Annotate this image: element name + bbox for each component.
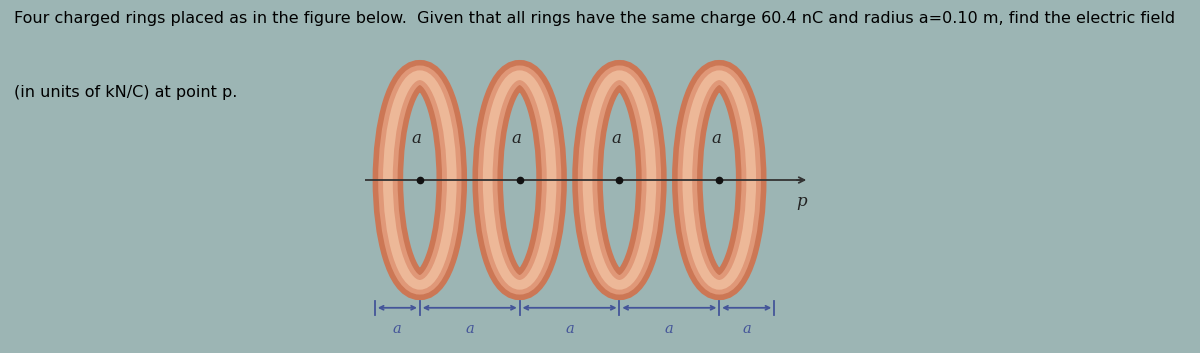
Text: a: a bbox=[565, 322, 574, 336]
Text: p: p bbox=[796, 193, 806, 210]
Text: a: a bbox=[392, 322, 402, 336]
Text: a: a bbox=[412, 130, 421, 146]
Text: a: a bbox=[466, 322, 474, 336]
Text: a: a bbox=[511, 130, 522, 146]
Text: Four charged rings placed as in the figure below.  Given that all rings have the: Four charged rings placed as in the figu… bbox=[14, 11, 1176, 25]
Text: a: a bbox=[665, 322, 673, 336]
Text: a: a bbox=[612, 130, 622, 146]
Text: (in units of kN/C) at point p.: (in units of kN/C) at point p. bbox=[14, 85, 238, 100]
Text: a: a bbox=[712, 130, 721, 146]
Text: a: a bbox=[743, 322, 751, 336]
